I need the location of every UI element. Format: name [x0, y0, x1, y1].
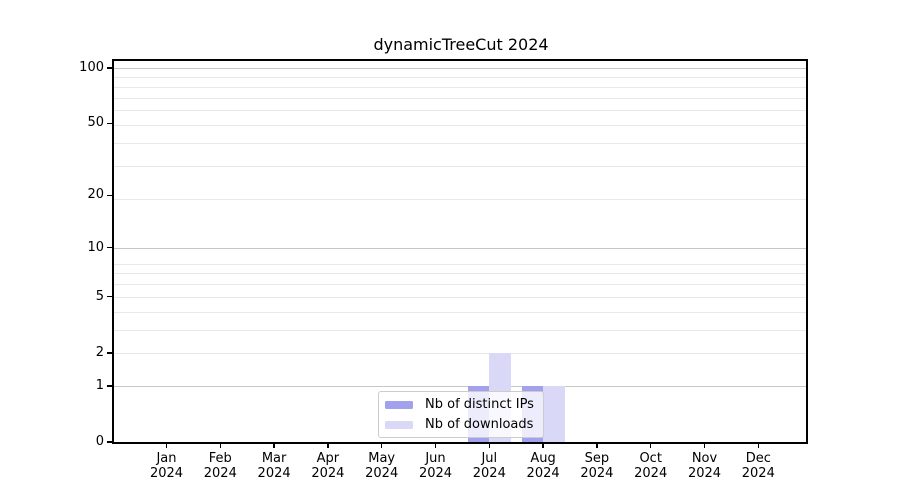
minor-gridline: [114, 199, 806, 201]
x-tick-mark: [596, 444, 598, 448]
x-tick-mark: [542, 444, 544, 448]
x-tick-label: Oct 2024: [619, 451, 683, 481]
minor-gridline: [114, 97, 806, 99]
legend-item: Nb of downloads: [385, 417, 535, 432]
minor-gridline: [114, 284, 806, 286]
y-tick-mark: [107, 194, 112, 196]
minor-gridline: [114, 166, 806, 168]
major-gridline: [114, 67, 806, 69]
x-tick-year: 2024: [472, 466, 506, 481]
y-tick-label: 20: [87, 187, 104, 203]
x-tick-month: Dec: [745, 451, 771, 466]
x-tick-year: 2024: [580, 466, 614, 481]
x-tick-month: Feb: [208, 451, 232, 466]
x-tick-label: May 2024: [350, 451, 414, 481]
x-tick-mark: [327, 444, 329, 448]
minor-gridline: [114, 77, 806, 79]
x-tick-mark: [219, 444, 221, 448]
legend-swatch-downloads: [385, 420, 413, 429]
x-tick-month: Apr: [316, 451, 340, 466]
x-tick-mark: [381, 444, 383, 448]
x-tick-month: Mar: [261, 451, 287, 466]
x-tick-mark: [434, 444, 437, 448]
y-tick-mark: [107, 352, 112, 354]
y-tick-label: 0: [95, 434, 104, 449]
minor-gridline: [114, 124, 806, 126]
x-tick-label: Nov 2024: [673, 451, 737, 481]
x-tick-label: Mar 2024: [242, 451, 306, 481]
legend-label: Nb of downloads: [425, 417, 534, 432]
x-tick-year: 2024: [526, 466, 560, 481]
x-tick-year: 2024: [257, 466, 291, 481]
y-tick-mark: [107, 296, 112, 298]
minor-gridline: [114, 273, 806, 275]
chart-title: dynamicTreeCut 2024: [373, 35, 549, 54]
x-tick-year: 2024: [149, 466, 184, 481]
x-tick-month: Nov: [691, 451, 718, 466]
bar-downloads: [543, 385, 565, 442]
x-tick-month: May: [368, 451, 396, 466]
x-tick-month: Aug: [530, 451, 556, 466]
minor-gridline: [114, 311, 806, 313]
x-tick-year: 2024: [311, 466, 345, 481]
x-tick-mark: [273, 444, 275, 448]
minor-gridline: [114, 296, 806, 298]
x-tick-label: Dec 2024: [726, 451, 790, 481]
y-tick-mark: [107, 385, 112, 387]
x-tick-year: 2024: [365, 466, 399, 481]
x-tick-mark: [165, 444, 168, 448]
x-tick-month: Oct: [639, 451, 662, 466]
x-tick-year: 2024: [741, 466, 775, 481]
x-tick-month: Jan: [156, 451, 177, 466]
y-tick-mark: [107, 441, 112, 443]
x-tick-label: Feb 2024: [188, 451, 252, 481]
y-tick-mark: [107, 246, 112, 249]
major-gridline: [114, 385, 806, 387]
x-tick-label: Apr 2024: [296, 451, 360, 481]
x-tick-label: Jul 2024: [457, 451, 521, 481]
x-tick-mark: [757, 444, 759, 448]
x-tick-year: 2024: [634, 466, 668, 481]
legend-label: Nb of distinct IPs: [425, 397, 534, 412]
legend: Nb of distinct IPs Nb of downloads: [378, 391, 544, 438]
legend-swatch-distinct-ips: [385, 400, 413, 409]
y-tick-label: 5: [95, 288, 104, 304]
minor-gridline: [114, 110, 806, 112]
y-tick-label: 50: [87, 115, 104, 131]
y-tick-label: 1: [95, 377, 104, 393]
x-tick-year: 2024: [687, 466, 722, 481]
x-tick-label: Jun 2024: [404, 451, 468, 481]
x-tick-label: Sep 2024: [565, 451, 629, 481]
x-tick-year: 2024: [203, 466, 237, 481]
x-tick-label: Aug 2024: [511, 451, 575, 481]
x-tick-year: 2024: [418, 466, 453, 481]
x-tick-label: Jan 2024: [135, 451, 199, 481]
minor-gridline: [114, 86, 806, 88]
y-tick-mark: [107, 122, 112, 125]
minor-gridline: [114, 143, 806, 145]
x-tick-month: Sep: [584, 451, 610, 466]
major-gridline: [114, 247, 806, 249]
legend-item: Nb of distinct IPs: [385, 397, 535, 412]
minor-gridline: [114, 329, 806, 331]
x-tick-mark: [650, 444, 652, 448]
x-tick-mark: [488, 444, 490, 448]
y-tick-mark: [107, 67, 112, 69]
x-tick-month: Jul: [481, 451, 498, 466]
x-tick-mark: [703, 444, 706, 448]
plot-area: [112, 59, 808, 444]
x-tick-month: Jun: [425, 451, 446, 466]
minor-gridline: [114, 352, 806, 354]
minor-gridline: [114, 263, 806, 265]
y-tick-label: 10: [87, 239, 104, 255]
y-tick-label: 100: [79, 59, 104, 75]
y-tick-label: 2: [95, 344, 104, 360]
